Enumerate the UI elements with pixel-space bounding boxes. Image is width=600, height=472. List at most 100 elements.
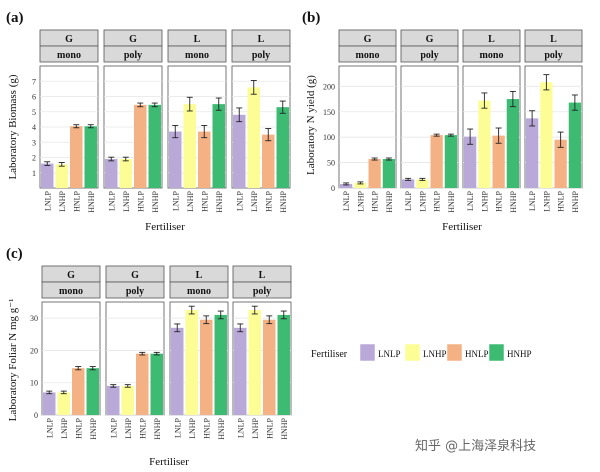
strip-bottom-label: poly: [253, 286, 271, 297]
bar-HNLP: [72, 368, 85, 415]
bar-HNHP: [150, 353, 163, 415]
strip-bottom: [338, 45, 397, 63]
y-tick-label: 200: [323, 82, 335, 91]
strip-bottom: [232, 281, 292, 299]
x-tick-label: HNHP: [217, 417, 226, 439]
x-tick-label: LNHP: [542, 190, 551, 211]
x-tick-label: LNLP: [107, 190, 116, 211]
bar-LNLP: [401, 179, 415, 188]
strip-top-label: G: [364, 34, 372, 45]
bar-HNHP: [214, 314, 227, 415]
x-axis-title: Fertiliser: [145, 221, 185, 233]
strip-bottom-label: mono: [356, 50, 380, 61]
x-tick-label: HNHP: [385, 190, 394, 212]
x-tick-label: HNHP: [151, 190, 160, 212]
bar-LNHP: [55, 164, 68, 188]
legend-swatch-HNLP: [446, 343, 463, 362]
y-tick-label: 0: [331, 184, 335, 193]
y-tick-label: 50: [327, 159, 335, 168]
bar-LNHP: [183, 104, 196, 188]
x-tick-label: LNHP: [188, 417, 197, 438]
x-tick-label: LNLP: [235, 190, 244, 211]
legend-label: HNLP: [465, 349, 489, 359]
bar-LNHP: [57, 392, 70, 415]
legend: Fertiliser LNLP LNHP HNLP HNHP: [311, 343, 532, 362]
bar-HNLP: [70, 126, 83, 188]
bar-LNLP: [105, 159, 118, 188]
x-tick-label: LNHP: [480, 190, 489, 211]
x-tick-label: HNHP: [89, 417, 98, 439]
x-tick-label: LNLP: [109, 417, 118, 438]
bar-HNLP: [368, 159, 381, 188]
x-tick-label: HNHP: [280, 417, 289, 439]
x-tick-label: LNLP: [173, 417, 182, 438]
x-tick-label: HNLP: [433, 190, 442, 211]
strip-top-label: L: [258, 34, 265, 45]
strip-top-label: G: [426, 34, 434, 45]
bar-LNLP: [234, 327, 247, 415]
y-tick-label: 7: [32, 77, 36, 86]
bar-HNLP: [554, 139, 567, 188]
bar-LNLP: [107, 385, 120, 415]
x-tick-label: LNHP: [58, 190, 67, 211]
legend-swatch-LNLP: [359, 343, 376, 362]
strip-bottom: [39, 45, 99, 63]
y-tick-label: 2: [32, 154, 36, 163]
x-tick-label: HNLP: [72, 190, 81, 211]
y-axis-title: Laboratory N yield (g): [305, 75, 317, 175]
bar-HNHP: [506, 99, 520, 188]
x-tick-label: HNLP: [495, 190, 504, 211]
x-tick-label: LNHP: [124, 417, 133, 438]
x-tick-label: HNLP: [202, 417, 211, 438]
x-tick-label: HNLP: [138, 417, 147, 438]
y-tick-label: 10: [30, 379, 38, 388]
strip-bottom-label: poly: [124, 50, 142, 61]
strip-bottom-label: poly: [126, 286, 144, 297]
bar-HNHP: [148, 104, 161, 188]
x-tick-label: HNHP: [571, 190, 580, 212]
legend-label: LNLP: [378, 349, 401, 359]
strip-bottom: [105, 281, 165, 299]
legend-label: LNHP: [423, 349, 447, 359]
x-tick-label: HNLP: [265, 417, 274, 438]
bar-HNLP: [134, 104, 147, 188]
bar-LNHP: [248, 310, 261, 415]
bar-LNLP: [233, 114, 246, 188]
x-tick-label: HNLP: [371, 190, 380, 211]
x-tick-label: LNHP: [418, 190, 427, 211]
y-tick-label: 0: [34, 411, 38, 420]
strip-top-label: L: [196, 270, 203, 281]
bar-HNHP: [276, 107, 289, 188]
strip-bottom-label: mono: [59, 286, 83, 297]
bar-LNLP: [171, 327, 184, 415]
chart-panel-1: (a) Laboratory Biomass (g) 1 2 3 4 5 6 7 Fertilis…: [6, 10, 291, 233]
y-tick-label: 150: [323, 108, 335, 117]
y-tick-label: 20: [30, 346, 38, 355]
strip-top-label: L: [259, 270, 266, 281]
x-tick-label: HNHP: [279, 190, 288, 212]
bar-LNLP: [525, 118, 539, 188]
strip-bottom: [462, 45, 521, 63]
bar-LNHP: [247, 87, 260, 188]
bar-LNHP: [121, 385, 134, 415]
strip-bottom-label: poly: [544, 50, 562, 61]
bar-HNLP: [136, 353, 149, 415]
x-tick-label: HNHP: [447, 190, 456, 212]
bar-HNHP: [86, 368, 99, 415]
y-tick-label: 4: [32, 123, 36, 132]
x-axis-title: Fertiliser: [442, 221, 482, 233]
x-tick-label: HNHP: [87, 190, 96, 212]
bar-HNLP: [200, 319, 213, 415]
strip-top-label: G: [129, 34, 137, 45]
strip-bottom-label: mono: [187, 286, 211, 297]
bar-LNHP: [540, 82, 553, 188]
bar-LNHP: [354, 182, 367, 188]
x-tick-label: HNLP: [136, 190, 145, 211]
y-tick-label: 100: [323, 133, 335, 142]
